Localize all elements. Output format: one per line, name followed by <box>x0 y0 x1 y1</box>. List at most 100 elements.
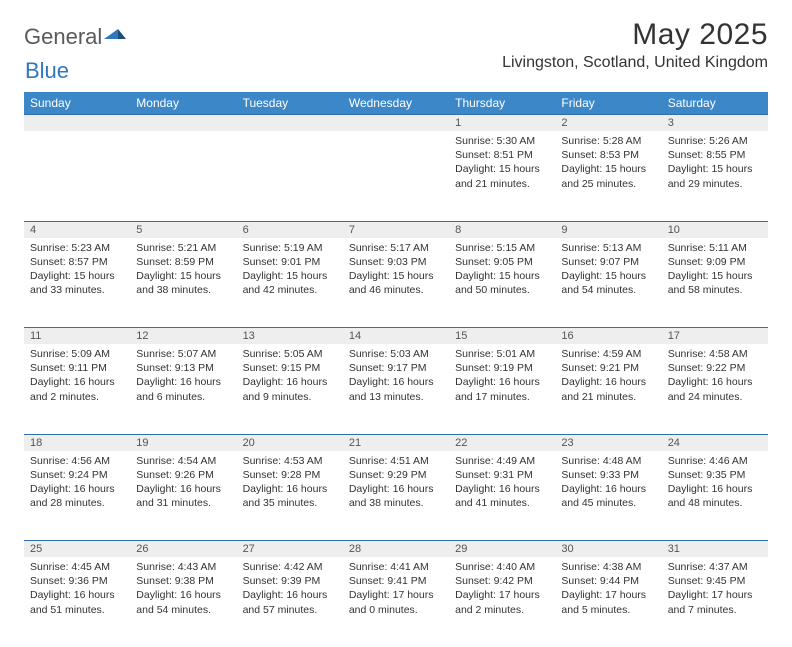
day-number-cell <box>24 115 130 132</box>
daylight-text: Daylight: 16 hours and 24 minutes. <box>668 375 762 403</box>
day-number-cell: 3 <box>662 115 768 132</box>
sunset-text: Sunset: 9:36 PM <box>30 574 124 588</box>
sunrise-text: Sunrise: 5:13 AM <box>561 241 655 255</box>
day-content-cell: Sunrise: 4:53 AMSunset: 9:28 PMDaylight:… <box>237 451 343 541</box>
day-number-cell: 19 <box>130 434 236 451</box>
sunrise-text: Sunrise: 5:05 AM <box>243 347 337 361</box>
day-number-cell: 22 <box>449 434 555 451</box>
sunset-text: Sunset: 9:45 PM <box>668 574 762 588</box>
day-content-cell: Sunrise: 5:07 AMSunset: 9:13 PMDaylight:… <box>130 344 236 434</box>
sunrise-text: Sunrise: 5:01 AM <box>455 347 549 361</box>
sunset-text: Sunset: 9:24 PM <box>30 468 124 482</box>
daylight-text: Daylight: 17 hours and 5 minutes. <box>561 588 655 616</box>
title-block: May 2025 Livingston, Scotland, United Ki… <box>502 18 768 72</box>
day-content-cell <box>130 131 236 221</box>
sunset-text: Sunset: 8:51 PM <box>455 148 549 162</box>
sunset-text: Sunset: 9:11 PM <box>30 361 124 375</box>
day-number: 7 <box>349 224 355 236</box>
day-number: 14 <box>349 330 361 342</box>
sunset-text: Sunset: 9:19 PM <box>455 361 549 375</box>
day-number: 24 <box>668 437 680 449</box>
day-content-cell: Sunrise: 5:09 AMSunset: 9:11 PMDaylight:… <box>24 344 130 434</box>
calendar-body: 12 3 Sunrise: 5:30 AMSunset: 8:51 PMDayli… <box>24 115 768 647</box>
day-number: 28 <box>349 543 361 555</box>
sunrise-text: Sunrise: 5:07 AM <box>136 347 230 361</box>
sunrise-text: Sunrise: 4:38 AM <box>561 560 655 574</box>
week-content-row: Sunrise: 4:56 AMSunset: 9:24 PM Daylight:… <box>24 451 768 541</box>
weekday-header: Sunday <box>24 92 130 115</box>
day-content-cell: Sunrise: 5:11 AMSunset: 9:09 PMDaylight:… <box>662 238 768 328</box>
day-number: 6 <box>243 224 249 236</box>
daylight-text: Daylight: 17 hours and 0 minutes. <box>349 588 443 616</box>
day-content-cell: Sunrise: 5:05 AMSunset: 9:15 PMDaylight:… <box>237 344 343 434</box>
day-content-cell: Sunrise: 5:28 AMSunset: 8:53 PMDaylight:… <box>555 131 661 221</box>
daylight-text: Daylight: 15 hours and 42 minutes. <box>243 269 337 297</box>
sunset-text: Sunset: 9:41 PM <box>349 574 443 588</box>
day-content-cell: Sunrise: 4:51 AMSunset: 9:29 PMDaylight:… <box>343 451 449 541</box>
day-number-cell: 5 <box>130 221 236 238</box>
day-number-cell: 12 <box>130 328 236 345</box>
sunrise-text: Sunrise: 4:42 AM <box>243 560 337 574</box>
daylight-text: Daylight: 16 hours and 45 minutes. <box>561 482 655 510</box>
week-daynum-row: 45678910 <box>24 221 768 238</box>
day-number: 30 <box>561 543 573 555</box>
day-number-cell: 13 <box>237 328 343 345</box>
day-content-cell: Sunrise: 5:30 AMSunset: 8:51 PMDaylight:… <box>449 131 555 221</box>
day-number-cell: 29 <box>449 541 555 558</box>
daylight-text: Daylight: 16 hours and 48 minutes. <box>668 482 762 510</box>
daylight-text: Daylight: 15 hours and 46 minutes. <box>349 269 443 297</box>
day-number-cell: 27 <box>237 541 343 558</box>
day-number-cell: 21 <box>343 434 449 451</box>
calendar-table: Sunday Monday Tuesday Wednesday Thursday… <box>24 92 768 647</box>
daylight-text: Daylight: 17 hours and 2 minutes. <box>455 588 549 616</box>
day-number-cell: 6 <box>237 221 343 238</box>
sunset-text: Sunset: 9:29 PM <box>349 468 443 482</box>
day-number: 3 <box>668 117 674 129</box>
day-number-cell: 16 <box>555 328 661 345</box>
day-content-cell: Sunrise: 4:42 AMSunset: 9:39 PMDaylight:… <box>237 557 343 647</box>
day-number: 15 <box>455 330 467 342</box>
day-number-cell: 11 <box>24 328 130 345</box>
day-number: 22 <box>455 437 467 449</box>
location-subtitle: Livingston, Scotland, United Kingdom <box>502 54 768 72</box>
sunset-text: Sunset: 9:28 PM <box>243 468 337 482</box>
week-content-row: Sunrise: 5:30 AMSunset: 8:51 PMDaylight:… <box>24 131 768 221</box>
day-content-cell: Sunrise: 4:40 AMSunset: 9:42 PMDaylight:… <box>449 557 555 647</box>
day-number: 29 <box>455 543 467 555</box>
sunrise-text: Sunrise: 5:26 AM <box>668 134 762 148</box>
sunset-text: Sunset: 9:44 PM <box>561 574 655 588</box>
sunrise-text: Sunrise: 5:28 AM <box>561 134 655 148</box>
daylight-text: Daylight: 17 hours and 7 minutes. <box>668 588 762 616</box>
day-number: 27 <box>243 543 255 555</box>
day-content-cell: Sunrise: 4:49 AMSunset: 9:31 PMDaylight:… <box>449 451 555 541</box>
day-number: 18 <box>30 437 42 449</box>
sunrise-text: Sunrise: 4:49 AM <box>455 454 549 468</box>
sunrise-text: Sunrise: 4:41 AM <box>349 560 443 574</box>
brand-mark-icon <box>104 23 126 44</box>
sunset-text: Sunset: 9:42 PM <box>455 574 549 588</box>
day-number: 20 <box>243 437 255 449</box>
sunrise-text: Sunrise: 5:21 AM <box>136 241 230 255</box>
week-daynum-row: 18 19 20 21 22 23 24 <box>24 434 768 451</box>
daylight-text: Daylight: 15 hours and 58 minutes. <box>668 269 762 297</box>
day-content-cell: Sunrise: 5:03 AMSunset: 9:17 PMDaylight:… <box>343 344 449 434</box>
sunset-text: Sunset: 8:53 PM <box>561 148 655 162</box>
sunrise-text: Sunrise: 5:03 AM <box>349 347 443 361</box>
day-content-cell: Sunrise: 5:21 AMSunset: 8:59 PMDaylight:… <box>130 238 236 328</box>
daylight-text: Daylight: 16 hours and 9 minutes. <box>243 375 337 403</box>
sunset-text: Sunset: 9:26 PM <box>136 468 230 482</box>
day-content-cell: Sunrise: 4:59 AMSunset: 9:21 PMDaylight:… <box>555 344 661 434</box>
sunrise-text: Sunrise: 4:51 AM <box>349 454 443 468</box>
day-content-cell: Sunrise: 4:48 AMSunset: 9:33 PMDaylight:… <box>555 451 661 541</box>
day-number-cell: 18 <box>24 434 130 451</box>
sunrise-text: Sunrise: 4:56 AM <box>30 454 124 468</box>
weekday-header: Saturday <box>662 92 768 115</box>
day-content-cell: Sunrise: 4:45 AMSunset: 9:36 PMDaylight:… <box>24 557 130 647</box>
day-number: 23 <box>561 437 573 449</box>
daylight-text: Daylight: 15 hours and 54 minutes. <box>561 269 655 297</box>
day-number-cell: 20 <box>237 434 343 451</box>
day-content-cell <box>237 131 343 221</box>
daylight-text: Daylight: 16 hours and 31 minutes. <box>136 482 230 510</box>
day-number: 5 <box>136 224 142 236</box>
day-number: 8 <box>455 224 461 236</box>
